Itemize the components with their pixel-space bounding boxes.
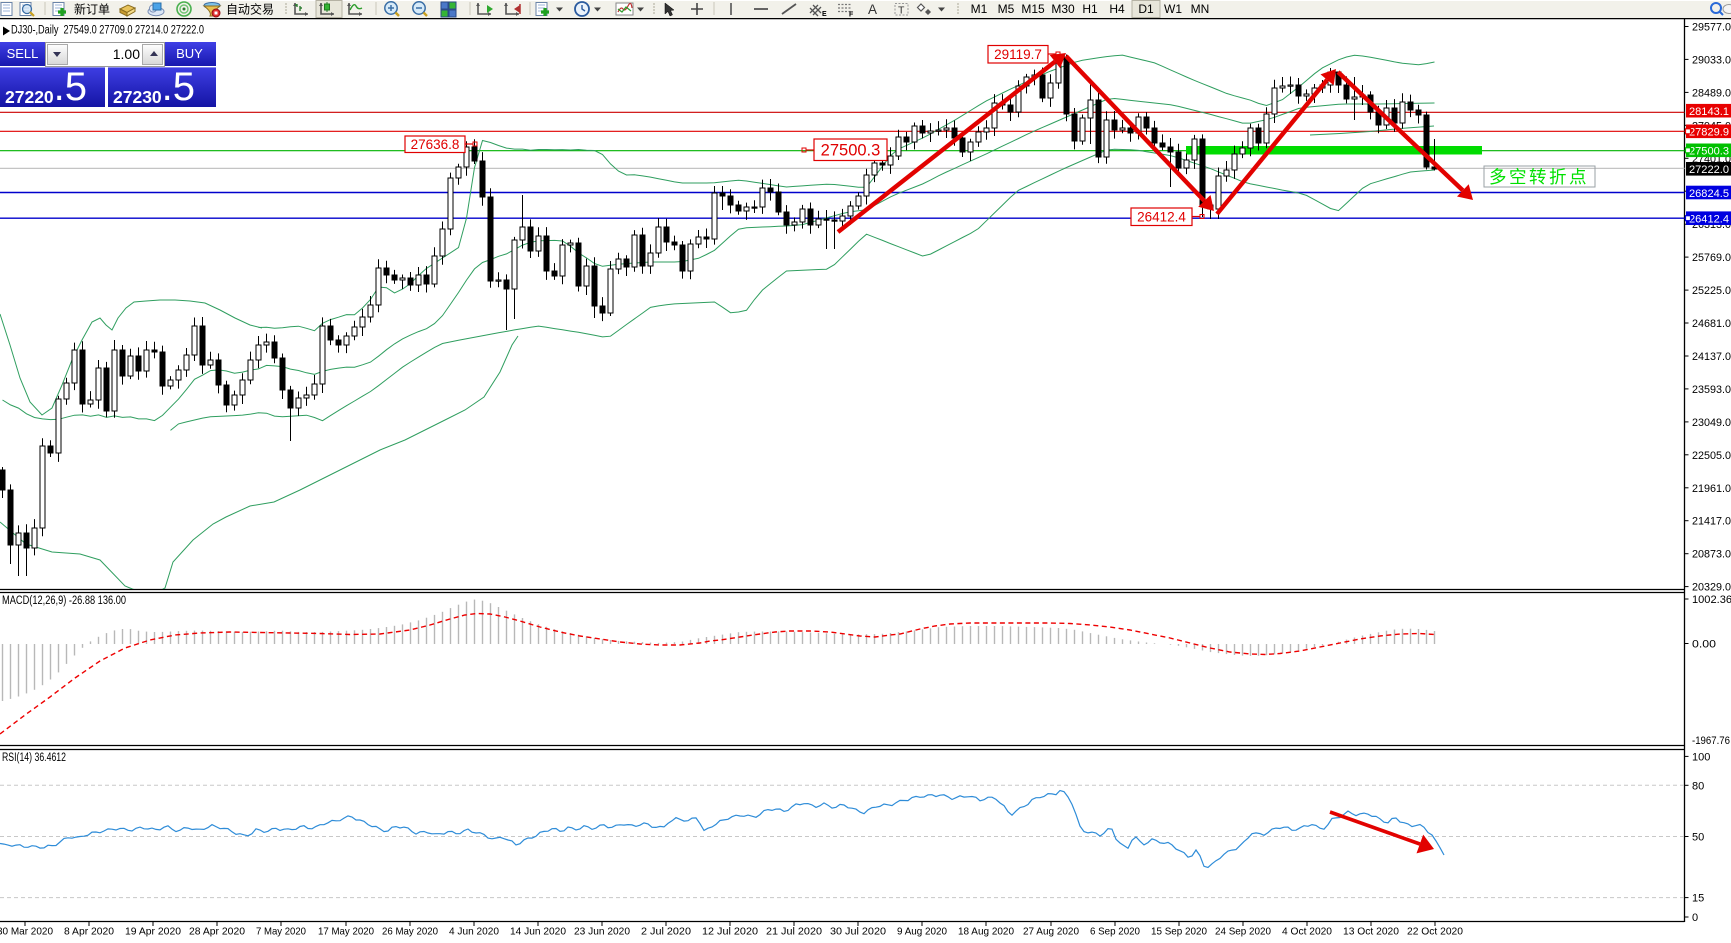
svg-text:M30: M30: [1051, 2, 1075, 16]
svg-text:-1967.76: -1967.76: [1692, 735, 1730, 747]
svg-text:28489.0: 28489.0: [1692, 87, 1731, 99]
svg-text:W1: W1: [1164, 2, 1182, 16]
svg-text:15: 15: [1692, 893, 1704, 905]
svg-text:28 Apr 2020: 28 Apr 2020: [189, 926, 245, 938]
svg-text:8 Apr 2020: 8 Apr 2020: [64, 926, 114, 938]
svg-text:25769.0: 25769.0: [1692, 252, 1731, 264]
svg-text:23049.0: 23049.0: [1692, 417, 1731, 429]
svg-text:7 May 2020: 7 May 2020: [256, 926, 306, 938]
svg-text:80: 80: [1692, 780, 1704, 792]
svg-text:21961.0: 21961.0: [1692, 483, 1731, 495]
svg-text:22505.0: 22505.0: [1692, 450, 1731, 462]
svg-text:20873.0: 20873.0: [1692, 549, 1731, 561]
svg-text:26412.4: 26412.4: [1137, 210, 1186, 225]
svg-text:14 Jun 2020: 14 Jun 2020: [510, 926, 566, 938]
svg-text:M15: M15: [1021, 2, 1045, 16]
svg-text:F: F: [849, 12, 854, 19]
svg-text:M5: M5: [998, 2, 1015, 16]
svg-text:0.00: 0.00: [1692, 639, 1716, 651]
svg-text:21417.0: 21417.0: [1692, 516, 1731, 528]
svg-text:2 Jul 2020: 2 Jul 2020: [641, 926, 691, 938]
svg-text:6 Sep 2020: 6 Sep 2020: [1090, 926, 1140, 938]
svg-text:29033.0: 29033.0: [1692, 54, 1731, 66]
svg-text:23593.0: 23593.0: [1692, 384, 1731, 396]
svg-text:MN: MN: [1191, 2, 1210, 16]
svg-text:100: 100: [1692, 751, 1710, 763]
svg-text:29577.0: 29577.0: [1692, 22, 1731, 34]
svg-text:9 Aug 2020: 9 Aug 2020: [897, 926, 947, 938]
svg-text:21 Jul 2020: 21 Jul 2020: [766, 926, 822, 938]
svg-text:22 Oct 2020: 22 Oct 2020: [1407, 926, 1463, 938]
svg-text:A: A: [868, 2, 877, 17]
svg-text:26412.4: 26412.4: [1689, 214, 1729, 226]
svg-text:M1: M1: [971, 2, 988, 16]
svg-text:1002.36: 1002.36: [1692, 594, 1731, 606]
svg-text:H4: H4: [1109, 2, 1125, 16]
svg-text:25225.0: 25225.0: [1692, 285, 1731, 297]
svg-text:19 Apr 2020: 19 Apr 2020: [125, 926, 181, 938]
svg-text:24 Sep 2020: 24 Sep 2020: [1215, 926, 1271, 938]
svg-text:27222.0: 27222.0: [1689, 164, 1729, 176]
svg-text:27636.8: 27636.8: [411, 137, 460, 152]
svg-text:24137.0: 24137.0: [1692, 351, 1731, 363]
svg-text:18 Aug 2020: 18 Aug 2020: [958, 926, 1014, 938]
svg-text:27500.3: 27500.3: [821, 142, 881, 160]
svg-text:DJ30-,Daily 27549.0 27709.0 2: DJ30-,Daily 27549.0 27709.0 27214.0 2722…: [11, 25, 204, 37]
svg-text:23 Jun 2020: 23 Jun 2020: [574, 926, 630, 938]
svg-text:自动交易: 自动交易: [226, 2, 274, 17]
svg-text:28143.1: 28143.1: [1689, 106, 1729, 118]
svg-text:多空转折点: 多空转折点: [1489, 167, 1589, 187]
svg-text:13 Oct 2020: 13 Oct 2020: [1343, 926, 1399, 938]
svg-text:17 May 2020: 17 May 2020: [318, 926, 374, 938]
svg-text:26 May 2020: 26 May 2020: [382, 926, 438, 938]
svg-text:30 Jul 2020: 30 Jul 2020: [830, 926, 886, 938]
svg-text:26824.5: 26824.5: [1689, 188, 1729, 200]
svg-text:27829.9: 27829.9: [1689, 127, 1729, 139]
svg-text:MACD(12,26,9) -26.88 136.00: MACD(12,26,9) -26.88 136.00: [2, 595, 126, 607]
svg-text:27 Aug 2020: 27 Aug 2020: [1023, 926, 1079, 938]
svg-text:4 Jun 2020: 4 Jun 2020: [449, 926, 499, 938]
svg-text:50: 50: [1692, 832, 1704, 844]
svg-text:H1: H1: [1082, 2, 1098, 16]
svg-text:30 Mar 2020: 30 Mar 2020: [0, 926, 53, 938]
svg-text:24681.0: 24681.0: [1692, 318, 1731, 330]
svg-text:D1: D1: [1138, 2, 1154, 16]
svg-text:29119.7: 29119.7: [994, 47, 1042, 62]
svg-text:E: E: [822, 11, 827, 18]
svg-text:0: 0: [1692, 912, 1698, 924]
svg-text:15 Sep 2020: 15 Sep 2020: [1151, 926, 1207, 938]
svg-text:T: T: [898, 5, 905, 17]
svg-text:27500.3: 27500.3: [1689, 146, 1729, 158]
svg-text:RSI(14) 36.4612: RSI(14) 36.4612: [2, 752, 66, 764]
svg-text:20329.0: 20329.0: [1692, 582, 1731, 594]
svg-text:4 Oct 2020: 4 Oct 2020: [1282, 926, 1332, 938]
svg-text:新订单: 新订单: [74, 2, 110, 17]
svg-text:12 Jul 2020: 12 Jul 2020: [702, 926, 758, 938]
